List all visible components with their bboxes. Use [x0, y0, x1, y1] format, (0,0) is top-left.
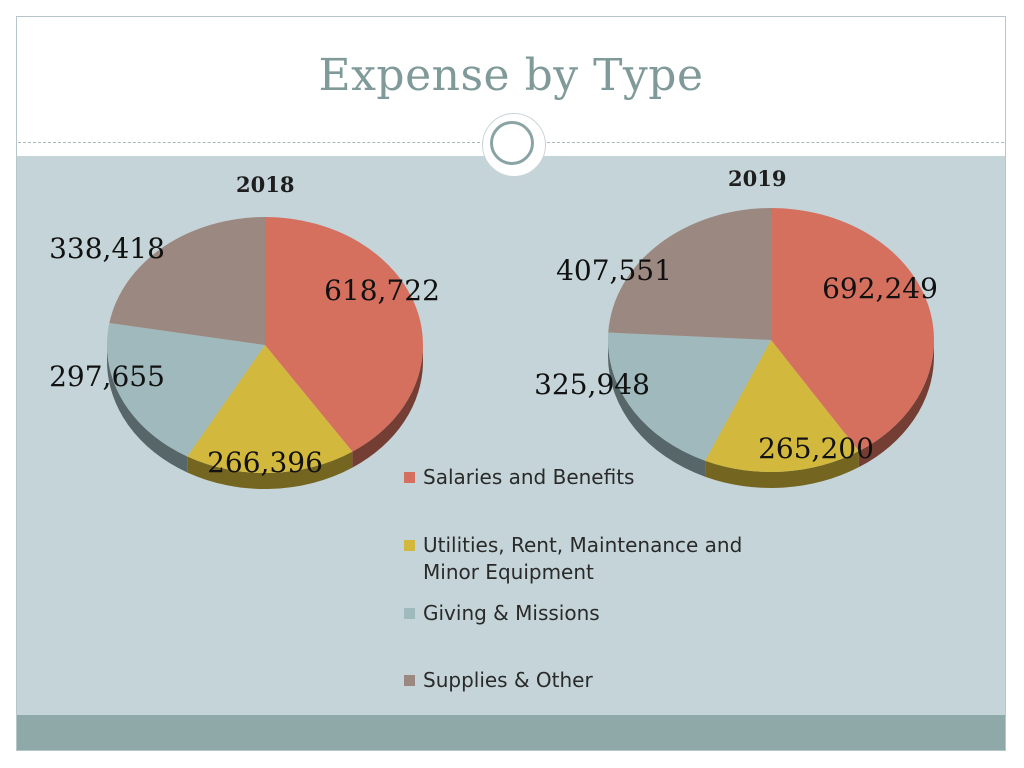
pie-side-utilities [187, 451, 353, 489]
pie-slice-utilities [187, 345, 353, 473]
legend-item-supplies: Supplies & Other [404, 667, 593, 694]
pie-side-salaries [352, 345, 423, 468]
legend-swatch [404, 472, 415, 483]
pie-side-giving [107, 345, 188, 473]
data-label-supplies: 338,418 [49, 232, 165, 265]
legend-item-giving: Giving & Missions [404, 600, 600, 627]
pie-slice-salaries [265, 217, 423, 452]
data-label-salaries: 618,722 [324, 274, 440, 307]
legend-swatch [404, 540, 415, 551]
legend-label: Supplies & Other [423, 668, 593, 692]
pie-side-salaries [858, 340, 934, 468]
pie-slice-giving [608, 332, 771, 461]
pie-side-utilities [705, 451, 859, 489]
pie-slice-salaries [771, 208, 934, 452]
data-label-giving: 297,655 [49, 360, 165, 393]
legend-item-salaries: Salaries and Benefits [404, 464, 634, 491]
legend-label: Utilities, Rent, Maintenance and Minor E… [423, 533, 743, 584]
legend-item-utilities: Utilities, Rent, Maintenance and Minor E… [404, 532, 804, 586]
legend-swatch [404, 675, 415, 686]
data-label-utilities: 266,396 [207, 446, 323, 479]
pie-2019: 692,249 265,200 325,948 407,551 [534, 208, 938, 489]
legend-label: Salaries and Benefits [423, 465, 635, 489]
legend-label: Giving & Missions [423, 601, 600, 625]
legend-swatch [404, 608, 415, 619]
pie-slice-giving [107, 322, 265, 457]
data-label-salaries: 692,249 [822, 272, 938, 305]
chart-title-2019: 2019 [728, 166, 787, 191]
pie-slice-supplies [109, 217, 265, 345]
data-label-giving: 325,948 [534, 368, 650, 401]
pie-side-giving [608, 340, 706, 477]
slide-title: Expense by Type [318, 50, 704, 101]
footer-band [17, 715, 1005, 750]
chart-title-2018: 2018 [236, 172, 295, 197]
pie-2018: 618,722 266,396 297,655 338,418 [49, 217, 440, 489]
pie-slice-utilities [705, 340, 859, 472]
pie-slice-supplies [608, 208, 771, 340]
data-label-supplies: 407,551 [556, 254, 672, 287]
data-label-utilities: 265,200 [758, 432, 874, 465]
circle-ornament-icon [483, 114, 545, 176]
